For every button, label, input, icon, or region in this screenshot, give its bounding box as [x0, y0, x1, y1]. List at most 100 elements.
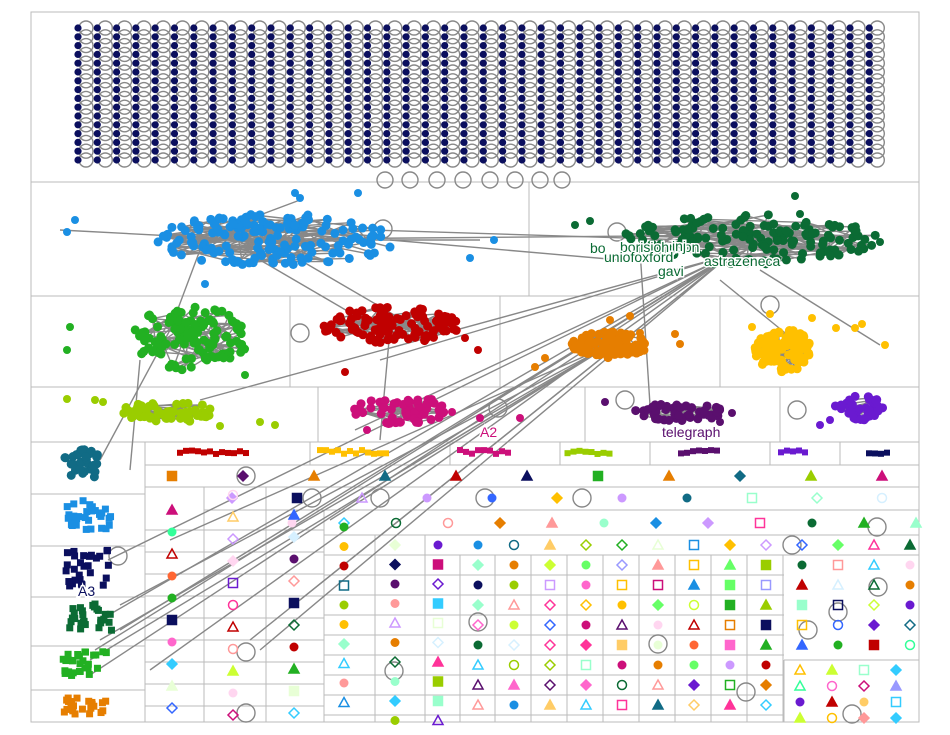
isolate-node [614, 156, 623, 164]
isolate-node [499, 24, 507, 32]
isolate-node [363, 68, 372, 76]
isolate-node [209, 24, 217, 32]
isolate-node [344, 130, 352, 138]
isolate-node [614, 147, 623, 155]
isolate-node [248, 68, 256, 76]
isolate-node [634, 112, 642, 120]
cluster-node-darkgreen [692, 218, 702, 228]
isolate-node [170, 42, 179, 50]
isolate-node [228, 77, 236, 85]
self-loop-edge [648, 634, 668, 654]
group-node-navy [76, 559, 84, 567]
group-node-navy [102, 574, 110, 582]
isolate-node [556, 50, 565, 59]
isolate-node [749, 24, 758, 32]
group-node-navy [66, 582, 74, 590]
diamond-node [723, 538, 737, 552]
cluster-node-darkgreen [761, 259, 771, 269]
isolate-node [827, 103, 835, 111]
isolate-node [499, 42, 507, 50]
isolate-node [479, 68, 487, 76]
diamond-node [337, 637, 351, 651]
isolate-node [556, 156, 565, 164]
diamond-node [759, 538, 773, 552]
isolate-node [846, 24, 854, 32]
isolate-node [614, 33, 623, 41]
isolate-node [460, 50, 468, 59]
cluster-node-blue [303, 253, 313, 263]
cluster-node-yellow [765, 353, 775, 363]
cluster-node-magenta [516, 414, 524, 422]
isolate-node [306, 59, 314, 67]
isolate-node [537, 130, 545, 138]
isolate-node [209, 77, 217, 85]
mini-cluster-node [237, 448, 243, 455]
isolate-node [421, 138, 429, 146]
isolate-node [827, 121, 835, 129]
isolate-node [730, 77, 738, 85]
isolate-node [93, 156, 101, 164]
isolate-node [634, 68, 642, 76]
isolate-node [402, 86, 410, 94]
group-node-blue [105, 521, 113, 529]
isolate-node [827, 68, 835, 76]
isolate-node [518, 77, 526, 85]
isolate-node [383, 156, 391, 164]
isolate-node [170, 121, 179, 129]
isolate-node [93, 59, 101, 67]
triangle-node [471, 658, 485, 670]
isolate-node [499, 59, 507, 67]
isolate-node [441, 59, 449, 67]
isolate-node [460, 24, 468, 32]
group-node-blue [98, 509, 106, 517]
diamond-node [543, 598, 557, 612]
circle-node [167, 571, 177, 581]
cluster-node-magenta [422, 399, 432, 409]
edge [379, 254, 731, 361]
isolate-node [132, 138, 140, 146]
cluster-node-blue [324, 257, 334, 267]
isolate-node [93, 24, 101, 32]
diamond-node [687, 698, 701, 712]
isolate-node [556, 103, 565, 111]
cluster-node-magenta [426, 415, 436, 425]
triangle-node [759, 638, 773, 650]
square-node [868, 639, 880, 651]
group-node-darkgreen [70, 609, 78, 617]
cluster-node-darkgreen [729, 245, 739, 255]
cluster-node-green [212, 307, 222, 317]
diamond-node [507, 638, 521, 652]
isolate-node [441, 50, 449, 59]
group-node-blue [82, 525, 90, 533]
group-node-navy [70, 547, 78, 555]
isolate-node [807, 59, 816, 67]
cluster-node-purple [664, 415, 674, 425]
isolate-node [749, 59, 758, 67]
isolate-node [209, 121, 217, 129]
cluster-node-blue [264, 245, 274, 255]
isolate-node [441, 77, 449, 85]
isolate-node [769, 94, 777, 102]
cluster-node-red [474, 346, 482, 354]
mini-cluster-node [323, 447, 329, 454]
diamond-node [287, 618, 301, 632]
isolate-node [672, 50, 680, 59]
isolate-node [653, 112, 661, 120]
isolate-node [769, 130, 777, 138]
cluster-node-yellow [804, 339, 814, 349]
isolate-node [93, 42, 101, 50]
isolate-node [807, 24, 816, 32]
isolate-node [151, 138, 159, 146]
circle-outline-node [508, 659, 520, 671]
cluster-node-green [225, 338, 235, 348]
isolate-node [363, 112, 372, 120]
self-loop-edge [782, 535, 802, 555]
isolate-node [344, 77, 352, 85]
cluster-node-blue [172, 238, 182, 248]
isolate-node [827, 77, 835, 85]
isolate-node [614, 138, 623, 146]
isolate-node [286, 103, 294, 111]
cluster-node-red [372, 335, 382, 345]
isolate-node [74, 59, 82, 67]
